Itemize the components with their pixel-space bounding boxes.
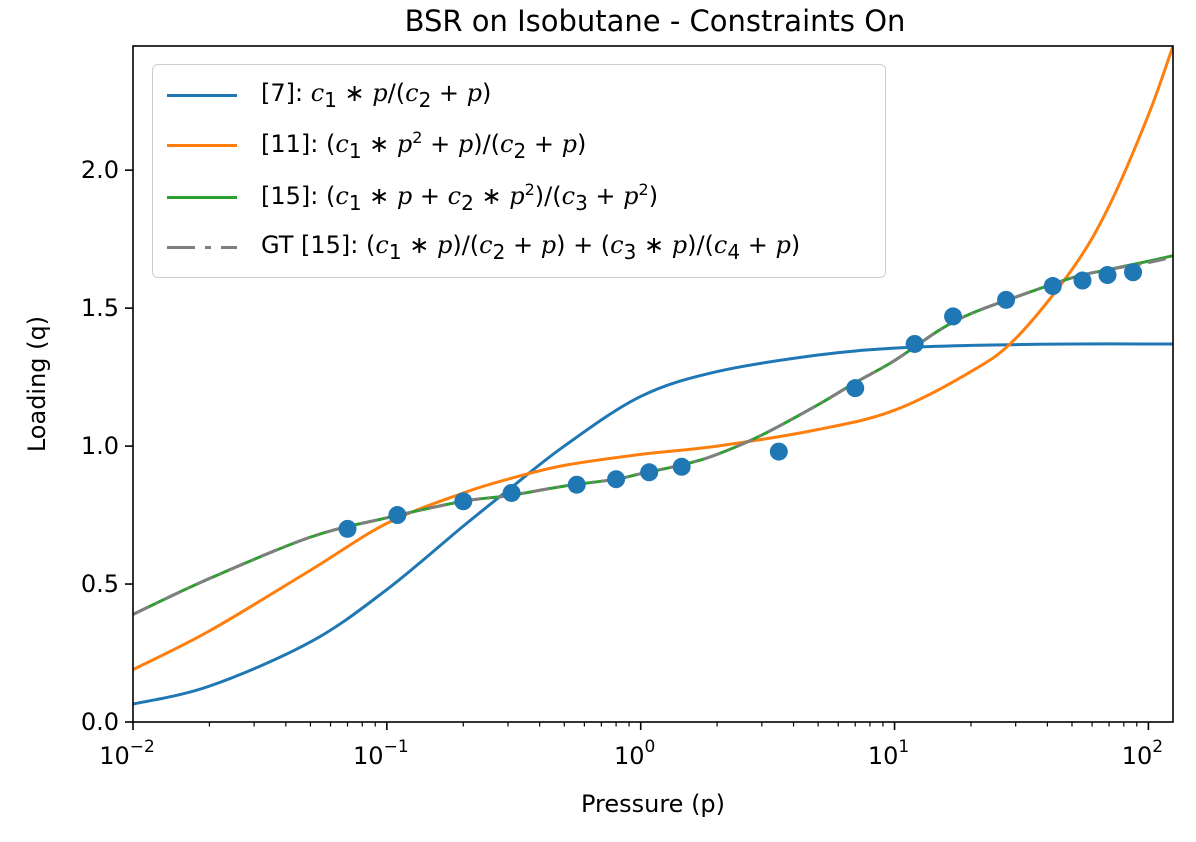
x-tick-label: 100 [614,737,655,770]
series-line-4 [133,255,1173,616]
legend-label-1: [7]: [261,78,311,107]
x-axis: 10−2 10−1 100 101 102 [99,722,1163,770]
x-tick-label: 101 [868,737,909,770]
y-tick-label: 2.0 [81,156,119,184]
legend-item-2: [11]: (c1 ∗ p2 + p)/(c2 + p) [167,128,586,162]
data-point [640,463,659,482]
data-point [607,470,626,489]
y-tick-label: 0.0 [81,708,119,736]
legend-label-2: [11]: [261,129,326,158]
y-tick-label: 1.5 [81,294,119,322]
legend-label-4: GT [15]: [261,230,367,259]
x-tick-label: 102 [1122,737,1163,770]
legend-item-4: GT [15]: (c1 ∗ p)/(c2 + p) + (c3 ∗ p)/(c… [167,231,800,263]
data-point [1098,266,1117,285]
chart-title: BSR on Isobutane - Constraints On [405,4,906,38]
series-line-3 [133,254,1173,616]
legend-item-1: [7]: c1 ∗ p/(c2 + p) [167,79,491,111]
data-point [944,307,963,326]
legend-swatch-gray-dashdot [167,245,237,249]
x-tick-label: 10−2 [99,737,155,770]
y-tick-label: 1.0 [81,432,119,460]
data-point [846,379,865,398]
series-line-2 [133,46,1173,671]
data-point [905,334,924,353]
legend-swatch-orange [167,143,237,147]
data-point [672,457,691,476]
legend-swatch-blue [167,93,237,97]
data-point [1073,271,1092,290]
data-point [769,442,788,461]
x-axis-label: Pressure (p) [581,790,725,818]
data-point [454,492,473,511]
data-point [1124,263,1143,282]
plot-frame [132,45,1174,723]
legend-label-3: [15]: [261,181,326,210]
legend: [7]: c1 ∗ p/(c2 + p) [11]: (c1 ∗ p2 + p)… [152,64,886,278]
y-axis: 0.0 0.5 1.0 1.5 2.0 [81,156,133,736]
data-point [567,475,586,494]
y-axis-label: Loading (q) [23,316,51,452]
series-line-1 [133,342,1173,706]
data-point [1043,277,1062,296]
data-point [997,290,1016,309]
data-point [388,506,407,525]
legend-swatch-green [167,195,237,199]
y-tick-label: 0.5 [81,570,119,598]
data-point [502,483,521,502]
data-point [338,519,357,538]
legend-item-3: [15]: (c1 ∗ p + c2 ∗ p2)/(c3 + p2) [167,180,658,214]
x-tick-label: 10−1 [353,737,409,770]
